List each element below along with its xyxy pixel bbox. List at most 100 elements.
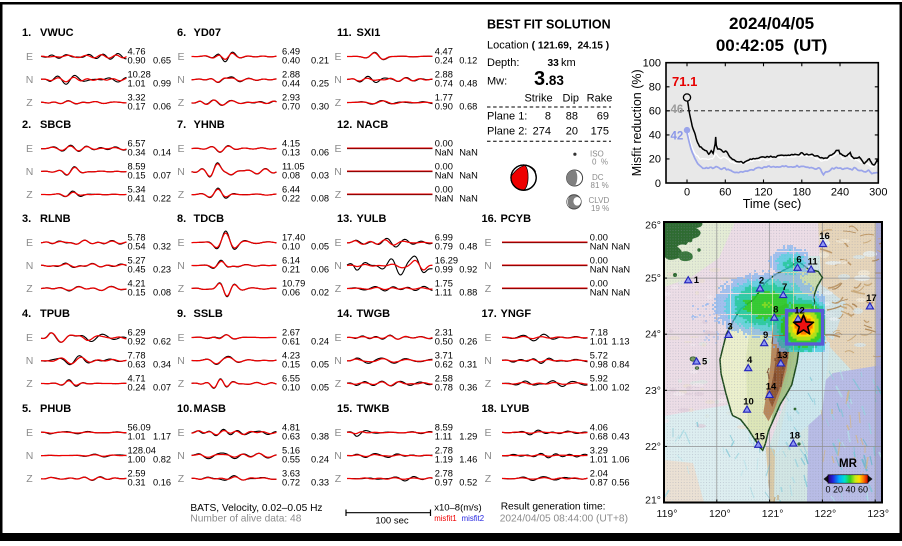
svg-text:Z: Z xyxy=(178,283,185,295)
svg-text:10.: 10. xyxy=(177,403,192,415)
svg-text:NaN: NaN xyxy=(435,148,454,158)
svg-text:17: 17 xyxy=(866,293,877,304)
svg-text:0.05: 0.05 xyxy=(311,242,329,252)
svg-text:SSLB: SSLB xyxy=(194,308,223,320)
svg-text:E: E xyxy=(177,332,184,344)
svg-text:88: 88 xyxy=(566,111,578,123)
svg-text:46: 46 xyxy=(671,104,684,116)
svg-text:13.: 13. xyxy=(337,213,352,225)
svg-text:0.43: 0.43 xyxy=(612,432,630,442)
svg-text:0: 0 xyxy=(655,178,661,190)
svg-text:2: 2 xyxy=(759,275,764,286)
svg-text:19 %: 19 % xyxy=(591,204,609,213)
svg-text:Z: Z xyxy=(26,97,33,109)
svg-text:TDCB: TDCB xyxy=(194,213,225,225)
svg-text:3: 3 xyxy=(727,322,732,333)
svg-text:18.: 18. xyxy=(482,403,497,415)
svg-text:0.52: 0.52 xyxy=(459,478,477,488)
svg-text:0.44: 0.44 xyxy=(282,79,300,89)
svg-text:0.79: 0.79 xyxy=(435,242,453,252)
svg-text:1.46: 1.46 xyxy=(459,455,477,465)
svg-text:NaN: NaN xyxy=(590,265,609,275)
svg-text:0.90: 0.90 xyxy=(128,56,146,66)
svg-text:km: km xyxy=(561,57,576,69)
svg-text:E: E xyxy=(26,427,33,439)
svg-text:0.15: 0.15 xyxy=(128,288,146,298)
svg-text:2024/04/05: 2024/04/05 xyxy=(729,14,814,33)
svg-text:71.1: 71.1 xyxy=(672,74,697,89)
svg-text:Z: Z xyxy=(26,283,33,295)
svg-text:274: 274 xyxy=(533,126,551,138)
svg-text:0.24: 0.24 xyxy=(311,455,329,465)
svg-text:0.31: 0.31 xyxy=(128,478,146,488)
svg-text:Mw:: Mw: xyxy=(487,75,507,87)
svg-text:N: N xyxy=(177,450,185,462)
svg-text:12.: 12. xyxy=(337,119,352,131)
svg-text:E: E xyxy=(334,427,341,439)
svg-text:E: E xyxy=(334,143,341,155)
svg-text:E: E xyxy=(177,51,184,63)
svg-text:NaN: NaN xyxy=(435,194,454,204)
svg-text:17.: 17. xyxy=(482,308,497,320)
svg-text:NaN: NaN xyxy=(459,194,478,204)
svg-text:4.: 4. xyxy=(22,308,31,320)
svg-text:1.17: 1.17 xyxy=(153,432,171,442)
svg-text:0.72: 0.72 xyxy=(282,478,300,488)
svg-text:0.92: 0.92 xyxy=(459,265,477,275)
svg-text:Location: Location xyxy=(487,40,529,52)
svg-text:0.40: 0.40 xyxy=(282,56,300,66)
svg-text:Number of alive data: 48: Number of alive data: 48 xyxy=(190,513,301,524)
svg-text:MR: MR xyxy=(839,458,858,470)
svg-text:0.12: 0.12 xyxy=(459,56,477,66)
svg-text:40: 40 xyxy=(649,130,661,142)
svg-text:N: N xyxy=(177,74,185,86)
svg-text:YULB: YULB xyxy=(357,213,387,225)
svg-text:0.33: 0.33 xyxy=(311,478,329,488)
svg-text:0.82: 0.82 xyxy=(153,455,171,465)
svg-text:33: 33 xyxy=(548,58,560,69)
svg-text:Plane 2:: Plane 2: xyxy=(487,126,527,138)
svg-text:0.56: 0.56 xyxy=(612,478,630,488)
svg-text:MASB: MASB xyxy=(194,403,226,415)
svg-text:E: E xyxy=(26,332,33,344)
svg-text:0.34: 0.34 xyxy=(128,148,146,158)
svg-text:0.06: 0.06 xyxy=(153,102,171,112)
svg-text:0.63: 0.63 xyxy=(282,432,300,442)
svg-text:1.13: 1.13 xyxy=(612,337,630,347)
svg-text:N: N xyxy=(334,260,342,272)
svg-text:misfit2: misfit2 xyxy=(462,514,485,523)
svg-text:100: 100 xyxy=(643,58,661,70)
svg-text:0.99: 0.99 xyxy=(153,79,171,89)
svg-text:RLNB: RLNB xyxy=(40,213,71,225)
svg-text:123°: 123° xyxy=(867,508,889,520)
svg-text:NaN: NaN xyxy=(590,242,609,252)
svg-text:9.: 9. xyxy=(177,308,186,320)
svg-text:TWKB: TWKB xyxy=(357,403,390,415)
svg-text:0.65: 0.65 xyxy=(153,56,171,66)
svg-text:Plane 1:: Plane 1: xyxy=(487,111,527,123)
svg-text:0.07: 0.07 xyxy=(153,383,171,393)
svg-text:PCYB: PCYB xyxy=(501,213,532,225)
svg-text:E: E xyxy=(484,332,491,344)
svg-text:6.: 6. xyxy=(177,27,186,39)
svg-text:0.32: 0.32 xyxy=(153,242,171,252)
svg-text:E: E xyxy=(26,237,33,249)
svg-text:81 %: 81 % xyxy=(591,181,609,190)
svg-text:0.78: 0.78 xyxy=(435,383,453,393)
svg-text:NaN: NaN xyxy=(459,148,478,158)
svg-text:PHUB: PHUB xyxy=(40,403,71,415)
svg-text:NaN: NaN xyxy=(590,288,609,298)
svg-text:NaN: NaN xyxy=(459,171,478,181)
svg-text:1.01: 1.01 xyxy=(128,432,146,442)
svg-text:E: E xyxy=(177,237,184,249)
svg-text:Z: Z xyxy=(485,473,492,485)
svg-text:Z: Z xyxy=(178,97,185,109)
svg-text:E: E xyxy=(177,427,184,439)
svg-text:0 20 40 60: 0 20 40 60 xyxy=(826,485,869,495)
svg-text:16.: 16. xyxy=(482,213,497,225)
svg-text:5.: 5. xyxy=(22,403,31,415)
svg-text:5: 5 xyxy=(702,357,708,368)
svg-text:YD07: YD07 xyxy=(194,27,222,39)
svg-text:23°: 23° xyxy=(645,385,661,397)
svg-text:0.54: 0.54 xyxy=(128,242,146,252)
